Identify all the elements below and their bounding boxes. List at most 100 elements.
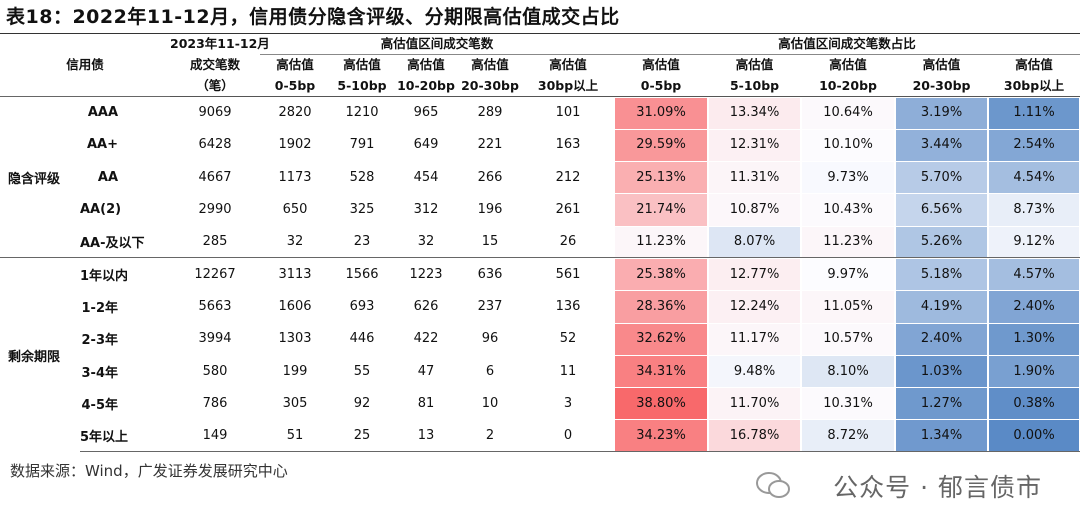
- heat-cell: 11.70%: [708, 387, 802, 420]
- cell: 196: [477, 202, 503, 218]
- heat-cell: 9.97%: [801, 257, 896, 291]
- heat-cell: 1.11%: [988, 95, 1080, 129]
- cell: 12267: [170, 257, 261, 291]
- heat-cell: 13.34%: [708, 95, 802, 129]
- table-row: 剩余期限 1年以内 12267 3113 1566 1223 636 561 25.38% 12.…: [0, 257, 1080, 452]
- table-row: 4-5年 786 305 92 81 10 3 38.80% 11.70% 10.31% 1.27%…: [0, 387, 1080, 420]
- cell: 81: [417, 395, 435, 411]
- cell: 32: [394, 225, 459, 259]
- heat-cell: 31.09%: [614, 95, 709, 129]
- cell: 15: [458, 225, 523, 259]
- heat-cell: 3.44%: [895, 128, 989, 162]
- cell: 163: [555, 137, 581, 153]
- table-row: AA+ 6428 1902 791 649 221 163 29.59% 12.31% 10.10…: [0, 128, 1080, 162]
- cell: 149: [170, 419, 261, 453]
- cell: 786: [202, 395, 228, 411]
- source-note: 数据来源：Wind，广发证券发展研究中心: [10, 462, 288, 480]
- cell: 55: [353, 363, 371, 379]
- header-cell: 高估值: [276, 57, 314, 73]
- heat-cell: 8.73%: [988, 193, 1080, 226]
- watermark-icon: [756, 472, 790, 498]
- header-cell: （笔）: [170, 75, 261, 97]
- table-row: AA(2) 2990 650 325 312 196 261 21.74% 10.87% 10.4…: [0, 193, 1080, 226]
- cell: 266: [477, 169, 503, 185]
- header-cell: 0-5bp: [260, 75, 331, 97]
- heat-cell: 4.54%: [988, 161, 1080, 194]
- cell: 9069: [170, 95, 261, 129]
- cell: 32: [260, 225, 331, 259]
- table-row: 隐含评级 AAA 9069 2820 1210 965 289 101 31.09% 13.34%…: [0, 95, 1080, 258]
- row-label: 2-3年: [81, 333, 119, 349]
- header-cell: 10-20bp: [394, 75, 459, 97]
- cell: 1606: [278, 298, 312, 314]
- cell: 51: [260, 419, 331, 453]
- heat-cell: 9.73%: [801, 161, 896, 194]
- cell: 965: [394, 95, 459, 129]
- heat-cell: 11.05%: [801, 290, 896, 323]
- cell: 650: [282, 202, 308, 218]
- row-label: AAA: [80, 95, 171, 129]
- header-cell: 高估值: [1015, 57, 1053, 73]
- cell: 325: [349, 202, 375, 218]
- row-label: 1-2年: [81, 300, 119, 316]
- cell: 1902: [278, 137, 312, 153]
- header-cell: 0-5bp: [614, 75, 709, 97]
- cell: 1173: [278, 169, 312, 185]
- cell: 626: [413, 298, 439, 314]
- heat-cell: 34.23%: [614, 419, 709, 453]
- row-label: 3-4年: [81, 365, 119, 381]
- header-cell: 20-30bp: [895, 75, 989, 97]
- cell: 422: [413, 331, 439, 347]
- cell: 454: [413, 169, 439, 185]
- table-row: 5年以上 149 51 25 13 2 0 34.23% 16.78% 8.72% 1.34% 0.0…: [0, 419, 1080, 453]
- cell: 305: [282, 395, 308, 411]
- heat-cell: 8.72%: [801, 419, 896, 453]
- row-label: 1年以内: [80, 257, 171, 291]
- header-cell: 5-10bp: [708, 75, 802, 97]
- cell: 92: [353, 395, 371, 411]
- row-label: 5年以上: [80, 419, 171, 453]
- heat-cell: 25.13%: [614, 161, 709, 194]
- cell: 23: [330, 225, 395, 259]
- heat-cell: 1.27%: [895, 387, 989, 420]
- heat-cell: 11.23%: [614, 225, 709, 259]
- header-cell: 30bp以上: [522, 75, 615, 97]
- cell: 580: [202, 363, 228, 379]
- table-header: 信用债 2023年11-12月 高估值区间成交笔数 高估值区间成交笔数占比 成交笔数 高估…: [0, 33, 1080, 97]
- header-row: 成交笔数 高估值 高估值 高估值 高估值 高估值 高估值 高估值 高估值 高估值 高估值: [0, 55, 1080, 76]
- heat-cell: 4.57%: [988, 257, 1080, 291]
- header-cell: 高估值区间成交笔数占比: [614, 33, 1080, 55]
- heat-cell: 34.31%: [614, 354, 709, 388]
- header-row: （笔） 0-5bp 5-10bp 10-20bp 20-30bp 30bp以上 0-5bp 5…: [0, 75, 1080, 97]
- heat-cell: 8.10%: [801, 354, 896, 388]
- heat-cell: 11.23%: [801, 225, 896, 259]
- cell: 2: [458, 419, 523, 453]
- cell: 6428: [198, 137, 232, 153]
- cell: 13: [394, 419, 459, 453]
- cell: 3113: [260, 257, 331, 291]
- header-cell: 高估值: [343, 57, 381, 73]
- cell: 0: [522, 419, 615, 453]
- heat-cell: 8.07%: [708, 225, 802, 259]
- heat-cell: 29.59%: [614, 128, 709, 162]
- heat-cell: 4.19%: [895, 290, 989, 323]
- table-row: AA 4667 1173 528 454 266 212 25.13% 11.31% 9.73% 5…: [0, 161, 1080, 194]
- heat-cell: 10.57%: [801, 322, 896, 355]
- cell: 5663: [198, 298, 232, 314]
- heat-cell: 0.00%: [988, 419, 1080, 453]
- heat-cell: 1.03%: [895, 354, 989, 388]
- heat-cell: 5.18%: [895, 257, 989, 291]
- cell: 6: [485, 363, 495, 379]
- header-cell: 高估值: [471, 57, 509, 73]
- cell: 312: [413, 202, 439, 218]
- cell: 101: [522, 95, 615, 129]
- data-table: 信用债 2023年11-12月 高估值区间成交笔数 高估值区间成交笔数占比 成交笔数 高估…: [0, 33, 1080, 453]
- row-label: AA(2): [80, 202, 122, 218]
- cell: 2820: [260, 95, 331, 129]
- cell: 25: [330, 419, 395, 453]
- header-cell: 成交笔数: [190, 57, 241, 72]
- cell: 96: [481, 331, 499, 347]
- header-cell: 高估值: [407, 57, 445, 73]
- heat-cell: 2.40%: [895, 322, 989, 355]
- heat-cell: 5.70%: [895, 161, 989, 194]
